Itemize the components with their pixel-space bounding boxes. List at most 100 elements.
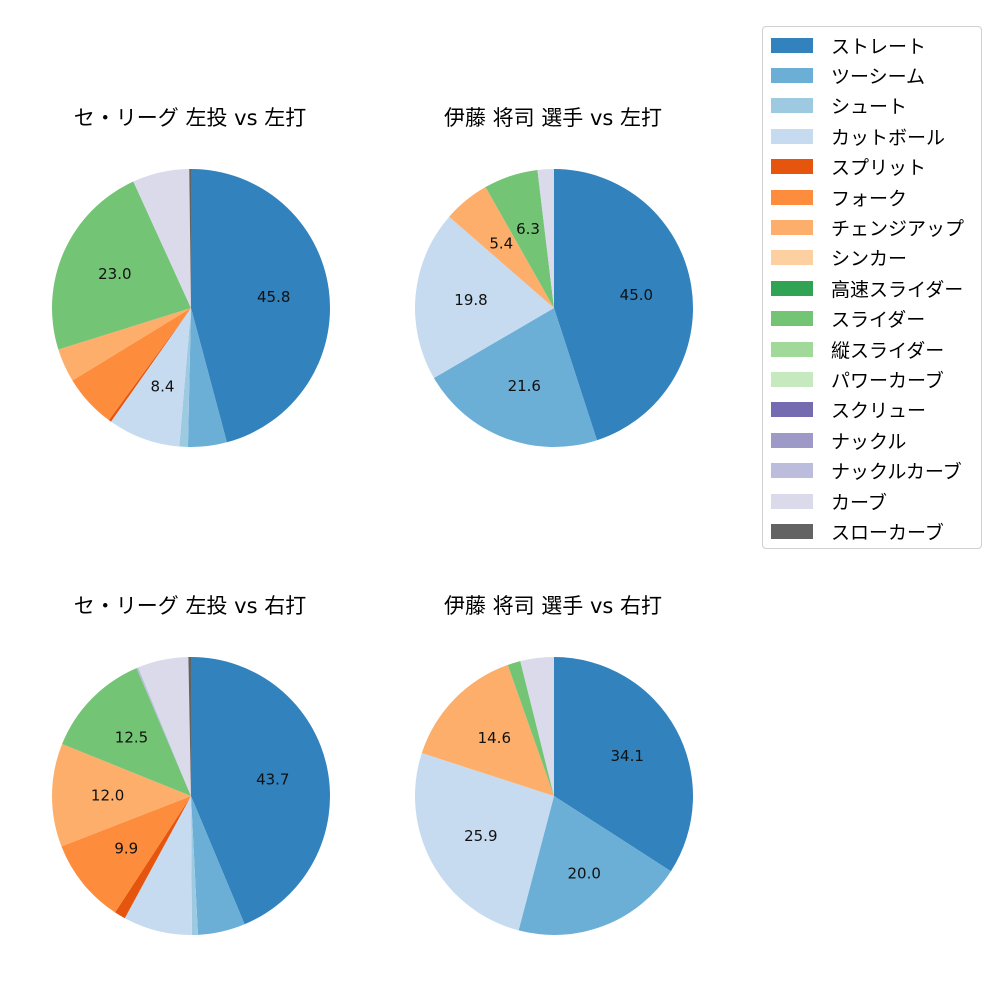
legend-item: スクリュー: [771, 398, 926, 422]
pie-slice: [111, 308, 191, 447]
legend-label: 高速スライダー: [831, 278, 964, 301]
pie-slice-label: 45.0: [620, 286, 653, 304]
pie-slice: [415, 216, 554, 379]
pie-slice-label: 20.0: [568, 865, 601, 883]
legend-label: ナックル: [831, 430, 907, 453]
legend-swatch: [771, 219, 813, 235]
legend-swatch: [771, 493, 813, 509]
legend-swatch: [771, 37, 813, 53]
legend-swatch: [771, 159, 813, 175]
pie-chart-ito-vs-rhb: 34.1 20.0 25.9 14.6: [415, 657, 693, 935]
legend-swatch: [771, 128, 813, 144]
pie-slice-label: 12.0: [91, 786, 124, 804]
legend-swatch: [771, 463, 813, 479]
legend-label: チェンジアップ: [831, 217, 965, 240]
legend-item: シンカー: [771, 246, 907, 270]
legend-item: 縦スライダー: [771, 337, 945, 362]
pie-slice-label: 23.0: [98, 265, 131, 283]
pie-slice: [421, 664, 554, 796]
legend-label: ナックルカーブ: [831, 461, 962, 484]
chart-title-league-lhp-vs-rhb: セ・リーグ 左投 vs 右打: [73, 594, 307, 618]
pie-slice: [415, 753, 554, 931]
pie-slice: [507, 661, 554, 796]
pie-slice: [188, 657, 191, 796]
pie-slice: [433, 308, 597, 447]
legend-swatch: [771, 311, 813, 327]
pie-slice: [61, 796, 191, 913]
pie-slice-label: 14.6: [478, 729, 511, 747]
pie-slice: [187, 308, 227, 447]
legend-item: 高速スライダー: [771, 276, 964, 301]
legend-item: チェンジアップ: [771, 215, 965, 240]
legend-label: ツーシーム: [831, 65, 926, 88]
chart-title-ito-vs-lhb: 伊藤 将司 選手 vs 左打: [443, 106, 663, 130]
pie-slice-label: 5.4: [489, 234, 513, 252]
pie-slice: [52, 744, 191, 847]
pie-slice-label: 43.7: [256, 771, 289, 789]
legend-label: スライダー: [831, 309, 926, 332]
pie-slice-label: 12.5: [115, 729, 148, 747]
pie-slice-label: 21.6: [508, 377, 541, 395]
pie-slice: [72, 308, 191, 421]
pie-slice: [189, 169, 191, 308]
chart-title-ito-vs-rhb: 伊藤 将司 選手 vs 右打: [443, 594, 663, 618]
legend-item: ナックルカーブ: [771, 459, 962, 483]
pie-chart-league-lhp-vs-rhb: 43.7 9.9 12.0 12.5: [52, 657, 330, 935]
legend-item: カーブ: [771, 489, 887, 514]
legend-swatch: [771, 402, 813, 418]
legend-item: ストレート: [771, 33, 927, 58]
legend-item: スライダー: [771, 307, 925, 331]
pie-slice: [518, 796, 671, 935]
legend-label: フォーク: [831, 187, 908, 210]
legend-item: フォーク: [771, 185, 908, 210]
legend-swatch: [771, 432, 813, 448]
pie-slice: [449, 187, 554, 308]
pie-slice-label: 34.1: [611, 747, 644, 765]
chart-title-league-lhp-vs-lhb: セ・リーグ 左投 vs 左打: [73, 106, 307, 130]
pie-slice: [485, 169, 554, 308]
legend-label: スクリュー: [831, 400, 927, 423]
legend-swatch: [771, 250, 813, 266]
pie-slice: [191, 169, 331, 443]
pie-slice: [124, 796, 192, 935]
pie-slice: [554, 657, 693, 872]
legend-label: 縦スライダー: [831, 339, 945, 362]
legend-swatch: [771, 189, 813, 205]
legend-item: カットボール: [771, 124, 945, 149]
pie-slice: [520, 657, 554, 796]
legend-swatch: [771, 523, 813, 539]
legend-swatch: [771, 98, 813, 114]
legend-label: パワーカーブ: [831, 369, 944, 392]
legend-label: カーブ: [831, 491, 887, 514]
pie-slice: [62, 668, 191, 796]
legend-label: シンカー: [831, 248, 908, 271]
legend-label: スプリット: [831, 157, 927, 180]
pie-slice: [136, 667, 191, 796]
legend-swatch: [771, 371, 813, 387]
pie-slice: [191, 796, 245, 935]
pie-slice: [179, 308, 191, 447]
pie-slice: [191, 657, 330, 925]
legend-label: シュート: [831, 96, 908, 119]
pie-slice: [133, 169, 191, 308]
legend: ストレートツーシームシュートカットボールスプリットフォークチェンジアップ シンカー…: [762, 26, 982, 549]
pie-slice-label: 8.4: [151, 377, 175, 395]
legend-item: スプリット: [771, 155, 926, 179]
pie-slice: [52, 181, 191, 350]
pie-slice: [554, 169, 693, 441]
legend-item: ツーシーム: [771, 63, 926, 88]
legend-swatch: [771, 341, 813, 357]
pie-slice: [138, 657, 191, 796]
pie-slice: [537, 169, 554, 308]
legend-item: シュート: [771, 94, 907, 118]
pie-slice: [115, 796, 191, 919]
pie-slice-label: 45.8: [257, 288, 290, 306]
pie-slice: [108, 308, 191, 422]
legend-item: パワーカーブ: [771, 367, 944, 392]
pie-slice-label: 9.9: [114, 840, 138, 858]
legend-item: ナックル: [771, 428, 907, 453]
legend-label: スローカーブ: [831, 521, 944, 544]
pie-chart-league-lhp-vs-lhb: 45.8 8.4 23.0: [52, 169, 331, 447]
legend-item: スローカーブ: [771, 519, 944, 544]
legend-label: ストレート: [831, 35, 927, 58]
